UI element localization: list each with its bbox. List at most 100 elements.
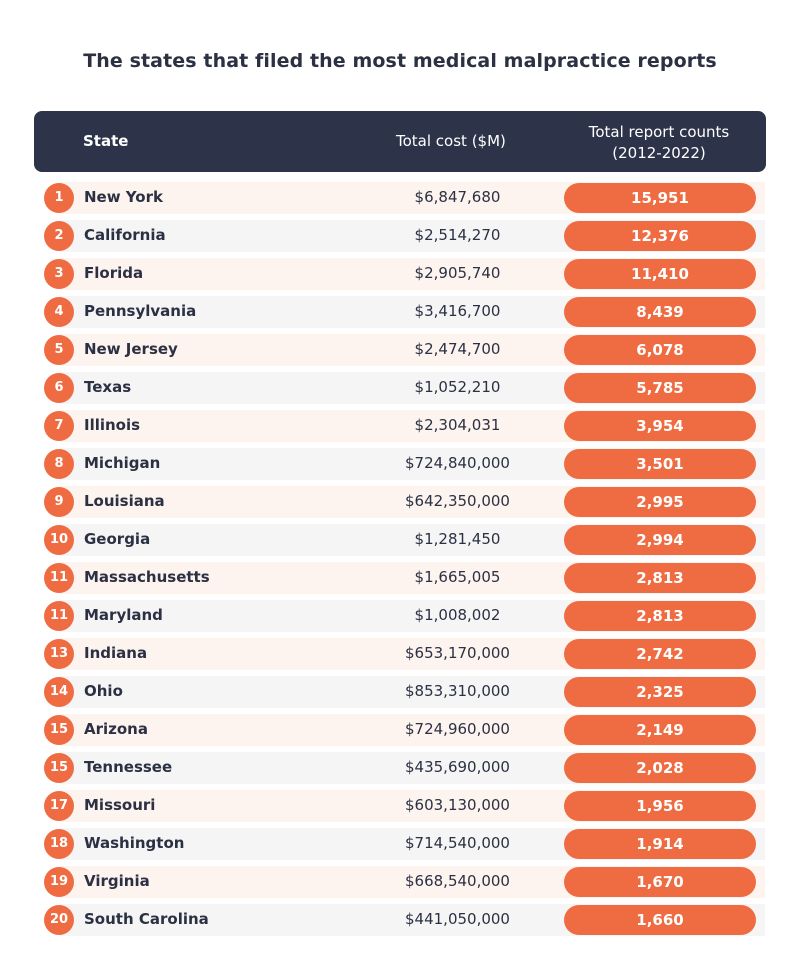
total-cost: $2,304,031 (414, 416, 501, 434)
table-row: 19 Virginia $668,540,000 1,670 (0, 863, 800, 901)
column-header-count-line1: Total report counts (588, 123, 730, 141)
total-cost: $2,905,740 (414, 264, 501, 282)
table-row: 3 Florida $2,905,740 11,410 (0, 255, 800, 293)
total-cost: $724,960,000 (405, 720, 510, 738)
report-count-pill: 2,149 (564, 715, 756, 745)
table-row: 15 Tennessee $435,690,000 2,028 (0, 749, 800, 787)
state-name: Pennsylvania (84, 302, 197, 320)
state-name: Massachusetts (84, 568, 210, 586)
state-name: Arizona (84, 720, 148, 738)
state-name: Missouri (84, 796, 156, 814)
total-cost: $1,281,450 (414, 530, 501, 548)
table-row: 17 Missouri $603,130,000 1,956 (0, 787, 800, 825)
report-count-pill: 2,994 (564, 525, 756, 555)
total-cost: $653,170,000 (405, 644, 510, 662)
table-row: 14 Ohio $853,310,000 2,325 (0, 673, 800, 711)
state-name: Indiana (84, 644, 148, 662)
total-cost: $1,052,210 (414, 378, 501, 396)
rank-badge: 1 (44, 183, 74, 213)
total-cost: $1,008,002 (414, 606, 501, 624)
column-header-state: State (83, 132, 129, 150)
rank-badge: 3 (44, 259, 74, 289)
state-name: New York (84, 188, 163, 206)
state-name: California (84, 226, 166, 244)
state-name: Texas (84, 378, 132, 396)
table-row: 15 Arizona $724,960,000 2,149 (0, 711, 800, 749)
rank-badge: 10 (44, 525, 74, 555)
table-row: 1 New York $6,847,680 15,951 (0, 179, 800, 217)
state-name: Louisiana (84, 492, 165, 510)
table-row: 20 South Carolina $441,050,000 1,660 (0, 901, 800, 939)
table-body: 1 New York $6,847,680 15,951 2 California $2,5… (0, 179, 800, 939)
report-count-pill: 1,670 (564, 867, 756, 897)
table-row: 18 Washington $714,540,000 1,914 (0, 825, 800, 863)
rank-badge: 18 (44, 829, 74, 859)
rank-badge: 15 (44, 753, 74, 783)
state-name: South Carolina (84, 910, 209, 928)
rank-badge: 9 (44, 487, 74, 517)
rank-badge: 13 (44, 639, 74, 669)
rank-badge: 11 (44, 601, 74, 631)
table-row: 8 Michigan $724,840,000 3,501 (0, 445, 800, 483)
total-cost: $2,514,270 (414, 226, 501, 244)
rank-badge: 14 (44, 677, 74, 707)
state-name: Florida (84, 264, 144, 282)
total-cost: $642,350,000 (405, 492, 510, 510)
report-count-pill: 1,914 (564, 829, 756, 859)
report-count-pill: 2,742 (564, 639, 756, 669)
rank-badge: 5 (44, 335, 74, 365)
report-count-pill: 6,078 (564, 335, 756, 365)
total-cost: $724,840,000 (405, 454, 510, 472)
report-count-pill: 2,995 (564, 487, 756, 517)
total-cost: $714,540,000 (405, 834, 510, 852)
table-row: 11 Maryland $1,008,002 2,813 (0, 597, 800, 635)
total-cost: $2,474,700 (414, 340, 501, 358)
table-row: 9 Louisiana $642,350,000 2,995 (0, 483, 800, 521)
total-cost: $435,690,000 (405, 758, 510, 776)
report-count-pill: 3,501 (564, 449, 756, 479)
table-header: State Total cost ($M) Total report count… (34, 111, 766, 172)
rank-badge: 20 (44, 905, 74, 935)
state-name: Michigan (84, 454, 161, 472)
total-cost: $441,050,000 (405, 910, 510, 928)
column-header-count: Total report counts (2012-2022) (564, 122, 754, 164)
state-name: Washington (84, 834, 185, 852)
report-count-pill: 1,956 (564, 791, 756, 821)
rank-badge: 19 (44, 867, 74, 897)
total-cost: $603,130,000 (405, 796, 510, 814)
report-count-pill: 2,028 (564, 753, 756, 783)
state-name: Georgia (84, 530, 151, 548)
rank-badge: 15 (44, 715, 74, 745)
rank-badge: 11 (44, 563, 74, 593)
table-row: 7 Illinois $2,304,031 3,954 (0, 407, 800, 445)
total-cost: $668,540,000 (405, 872, 510, 890)
state-name: Ohio (84, 682, 123, 700)
table-row: 10 Georgia $1,281,450 2,994 (0, 521, 800, 559)
state-name: Tennessee (84, 758, 173, 776)
table-row: 6 Texas $1,052,210 5,785 (0, 369, 800, 407)
column-header-cost: Total cost ($M) (396, 132, 506, 150)
rank-badge: 7 (44, 411, 74, 441)
state-name: Maryland (84, 606, 163, 624)
rank-badge: 2 (44, 221, 74, 251)
chart-title: The states that filed the most medical m… (83, 50, 717, 72)
total-cost: $1,665,005 (414, 568, 501, 586)
column-header-count-line2: (2012-2022) (612, 144, 706, 162)
total-cost: $853,310,000 (405, 682, 510, 700)
report-count-pill: 3,954 (564, 411, 756, 441)
table-row: 13 Indiana $653,170,000 2,742 (0, 635, 800, 673)
state-name: Virginia (84, 872, 150, 890)
report-count-pill: 1,660 (564, 905, 756, 935)
report-count-pill: 2,813 (564, 563, 756, 593)
report-count-pill: 8,439 (564, 297, 756, 327)
report-count-pill: 15,951 (564, 183, 756, 213)
table-row: 5 New Jersey $2,474,700 6,078 (0, 331, 800, 369)
table-row: 4 Pennsylvania $3,416,700 8,439 (0, 293, 800, 331)
rank-badge: 6 (44, 373, 74, 403)
report-count-pill: 11,410 (564, 259, 756, 289)
state-name: New Jersey (84, 340, 178, 358)
table-row: 2 California $2,514,270 12,376 (0, 217, 800, 255)
total-cost: $3,416,700 (414, 302, 501, 320)
table-row: 11 Massachusetts $1,665,005 2,813 (0, 559, 800, 597)
report-count-pill: 2,813 (564, 601, 756, 631)
